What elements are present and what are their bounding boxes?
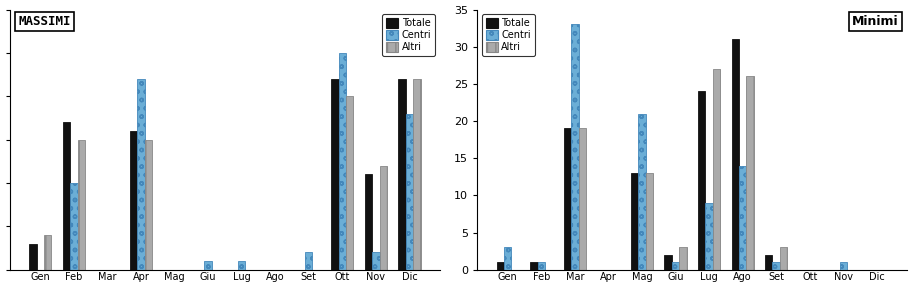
Bar <box>398 79 405 270</box>
Bar <box>70 183 78 270</box>
Bar <box>339 53 346 270</box>
Bar <box>840 262 847 270</box>
Legend: Totale, Centri, Altri: Totale, Centri, Altri <box>482 14 535 56</box>
Bar <box>739 166 746 270</box>
Bar <box>713 69 720 270</box>
Bar <box>137 79 144 270</box>
Bar <box>405 113 413 270</box>
Bar <box>63 122 70 270</box>
Bar <box>238 261 246 270</box>
Bar <box>665 255 672 270</box>
Bar <box>305 252 312 270</box>
Bar <box>380 166 387 270</box>
Bar <box>205 261 212 270</box>
Bar <box>373 252 380 270</box>
Bar <box>746 76 753 270</box>
Bar <box>772 262 780 270</box>
Bar <box>780 247 787 270</box>
Bar <box>331 79 339 270</box>
Bar <box>78 140 85 270</box>
Bar <box>497 262 504 270</box>
Bar <box>346 96 353 270</box>
Bar <box>365 174 373 270</box>
Bar <box>579 128 586 270</box>
Bar <box>144 140 152 270</box>
Text: MASSIMI: MASSIMI <box>18 15 71 28</box>
Bar <box>631 173 638 270</box>
Text: Minimi: Minimi <box>852 15 898 28</box>
Bar <box>698 91 706 270</box>
Bar <box>672 262 679 270</box>
Bar <box>44 235 51 270</box>
Bar <box>706 203 713 270</box>
Bar <box>413 79 421 270</box>
Bar <box>679 247 687 270</box>
Bar <box>504 247 511 270</box>
Bar <box>638 113 645 270</box>
Bar <box>538 262 545 270</box>
Bar <box>572 24 579 270</box>
Bar <box>645 173 653 270</box>
Bar <box>563 128 572 270</box>
Bar <box>130 131 137 270</box>
Bar <box>731 39 739 270</box>
Bar <box>530 262 538 270</box>
Bar <box>29 244 37 270</box>
Bar <box>765 255 772 270</box>
Legend: Totale, Centri, Altri: Totale, Centri, Altri <box>383 14 436 56</box>
